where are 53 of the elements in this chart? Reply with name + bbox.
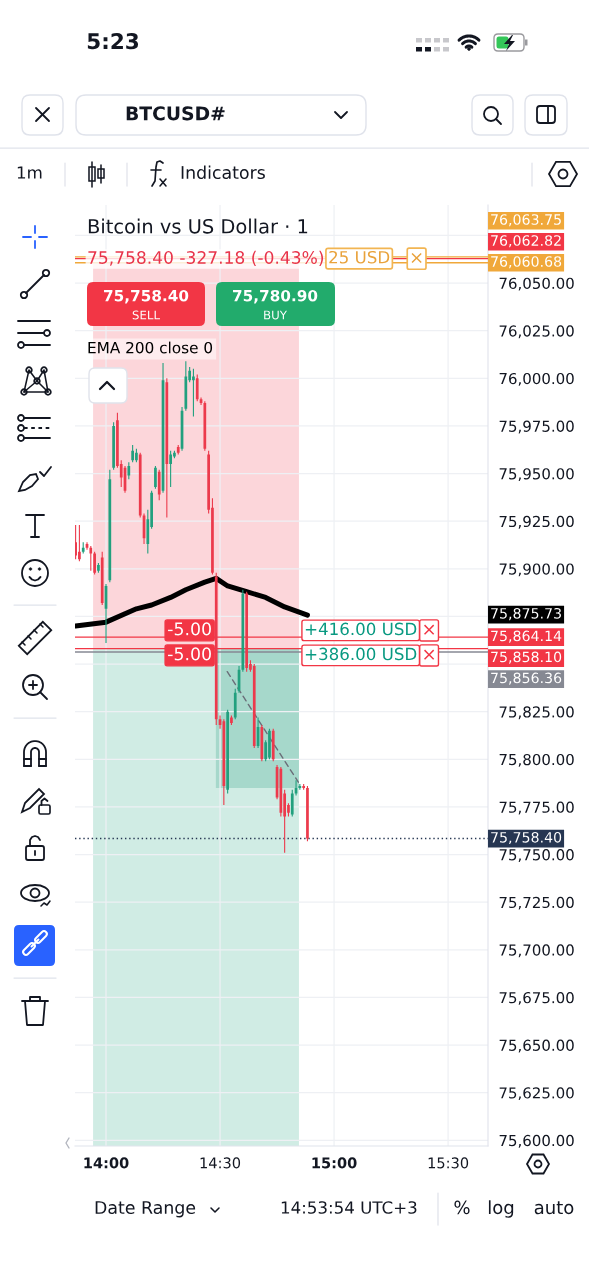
ref-line-label: 76,060.68	[491, 256, 562, 269]
y-tick-label: 75,800.00	[499, 753, 574, 767]
ref-line-label: 75,758.40	[491, 831, 562, 845]
annotation: ×	[411, 252, 422, 264]
y-tick-label: 75,925.00	[499, 515, 574, 529]
y-tick-label: 75,950.00	[499, 468, 574, 482]
text: Indicators	[181, 165, 265, 180]
y-tick-label: 75,675.00	[499, 991, 574, 1005]
annotation: 25 USD	[329, 250, 390, 264]
y-tick-label: 76,000.00	[499, 372, 574, 386]
text: BTCUSD#	[126, 106, 225, 121]
y-tick-label: 75,975.00	[499, 420, 574, 434]
annotation: -5.00	[168, 647, 211, 661]
text: 14:53:54 UTC+3	[281, 1201, 417, 1214]
y-tick-label: 75,775.00	[499, 801, 574, 815]
annotation: ×	[424, 624, 435, 635]
y-tick-label: 75,725.00	[499, 896, 574, 910]
y-tick-label: 76,050.00	[499, 277, 574, 291]
annotation: 75,780.90	[233, 289, 318, 304]
annotation: +386.00 USD	[305, 647, 417, 661]
text: 75,758.40 -327.18 (-0.43%)	[88, 250, 324, 266]
y-tick-label: 75,900.00	[499, 563, 574, 577]
y-tick-label: 75,650.00	[499, 1039, 574, 1053]
text: EMA 200 close 0	[88, 341, 213, 354]
text: log	[488, 1200, 514, 1218]
text: 1m	[17, 166, 42, 179]
y-tick-label: 76,025.00	[499, 325, 574, 339]
y-tick-label: 75,825.00	[499, 706, 574, 720]
y-tick-label: 75,600.00	[499, 1134, 574, 1148]
x-tick-label: 15:00	[312, 1157, 357, 1169]
y-tick-label: 75,625.00	[499, 1087, 574, 1101]
x-tick-label: 14:30	[200, 1157, 241, 1169]
text: Date Range	[95, 1201, 196, 1218]
y-tick-label: 75,750.00	[499, 849, 574, 862]
ref-line-label: 75,856.36	[491, 672, 562, 685]
y-tick-label: 75,700.00	[499, 944, 574, 958]
annotation: -5.00	[168, 622, 211, 636]
annotation: BUY	[264, 310, 287, 320]
text: 75,875.73	[491, 607, 561, 621]
ref-line-label: 76,063.75	[491, 214, 561, 227]
ref-line-label: 75,864.14	[491, 630, 562, 643]
annotation: 75,758.40	[104, 289, 189, 304]
annotation: SELL	[132, 310, 160, 320]
x-tick-label: 14:00	[84, 1157, 129, 1169]
annotation: +416.00 USD	[305, 622, 417, 636]
text: Bitcoin vs US Dollar · 1	[88, 218, 308, 234]
text: 5:23	[87, 32, 139, 50]
ref-line-label: 75,858.10	[491, 651, 562, 664]
ref-line-label: 76,062.82	[491, 235, 561, 248]
x-tick-label: 15:30	[428, 1157, 469, 1169]
text: auto	[534, 1201, 574, 1215]
text: %	[454, 1200, 470, 1215]
annotation: ×	[424, 649, 435, 660]
